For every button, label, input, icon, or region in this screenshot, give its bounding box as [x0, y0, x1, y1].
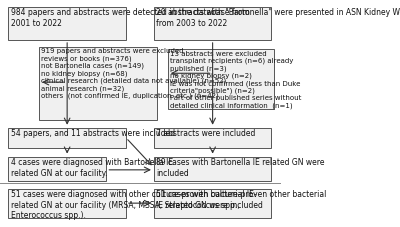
FancyBboxPatch shape	[8, 157, 106, 181]
FancyBboxPatch shape	[154, 7, 271, 40]
FancyBboxPatch shape	[39, 47, 157, 120]
Text: 51 cases were diagnosed with other culture-proven bacterial IE-
related GN at ou: 51 cases were diagnosed with other cultu…	[11, 190, 256, 220]
FancyBboxPatch shape	[154, 189, 271, 218]
Text: 89 cases with Bartonella IE related GN were
included: 89 cases with Bartonella IE related GN w…	[156, 158, 325, 178]
Text: 984 papers and abstracts were detected in the database from
2001 to 2022: 984 papers and abstracts were detected i…	[11, 8, 249, 28]
Text: 13 abstracts were excluded
transplant recipients (n=6) already
published (n=3)
n: 13 abstracts were excluded transplant re…	[170, 51, 302, 109]
FancyBboxPatch shape	[8, 189, 126, 218]
Text: 51 cases with culture-proven other bacterial
IE related GN were included: 51 cases with culture-proven other bacte…	[156, 190, 326, 210]
FancyBboxPatch shape	[154, 128, 271, 148]
Text: 919 papers and abstracts were excluded
reviews or books (n=376)
not Bartonella c: 919 papers and abstracts were excluded r…	[42, 48, 227, 99]
Text: 4 cases were diagnosed with Bartonella IE
related GN at our facility.: 4 cases were diagnosed with Bartonella I…	[11, 158, 173, 178]
FancyBboxPatch shape	[154, 157, 271, 181]
FancyBboxPatch shape	[8, 7, 126, 40]
Text: 54 papers, and 11 abstracts were included: 54 papers, and 11 abstracts were include…	[11, 129, 175, 138]
Text: 20 abstracts with "Bartonella" were presented in ASN Kidney Week
from 2003 to 20: 20 abstracts with "Bartonella" were pres…	[156, 8, 400, 28]
Text: 7 abstracts were included: 7 abstracts were included	[156, 129, 256, 138]
FancyBboxPatch shape	[168, 49, 274, 109]
FancyBboxPatch shape	[8, 128, 126, 148]
